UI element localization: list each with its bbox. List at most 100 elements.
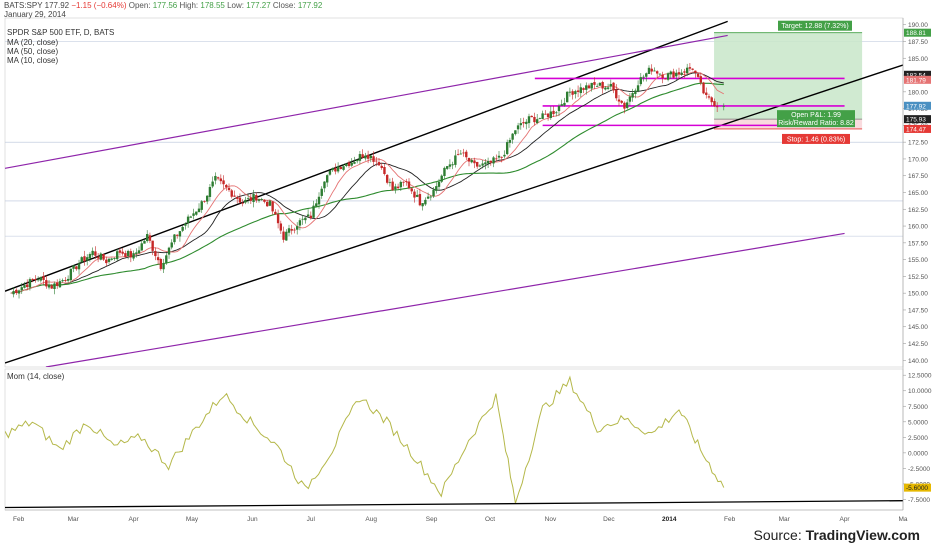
candle-body	[105, 259, 108, 264]
candle-body	[118, 250, 122, 253]
trend-channel-line	[5, 64, 903, 364]
target-zone	[714, 32, 863, 120]
x-tick-label: Apr	[129, 516, 140, 523]
candle-body	[557, 106, 561, 112]
candle-body	[445, 166, 449, 169]
candle-body	[440, 175, 443, 182]
candle-body	[255, 195, 258, 201]
y-tick-label: 165.00	[908, 190, 928, 197]
candle-body	[339, 166, 343, 169]
candle-body	[290, 229, 293, 231]
candle-body	[137, 250, 141, 254]
target-badge-text: Target: 12.88 (7.32%)	[781, 23, 848, 30]
candle-body	[219, 178, 223, 182]
candle-body	[391, 181, 394, 191]
price-tag	[904, 115, 931, 124]
candle-body	[385, 174, 389, 183]
candle-body	[625, 102, 629, 109]
y-tick-label: 160.00	[908, 224, 928, 231]
candle-body	[26, 284, 29, 288]
candle-body	[609, 83, 613, 87]
close-label: Close:	[272, 1, 296, 10]
candle-body	[50, 285, 53, 289]
candle-body	[377, 162, 381, 166]
candle-body	[42, 276, 45, 280]
candle-body	[268, 200, 272, 206]
ma50-legend[interactable]: MA (50, close)	[7, 47, 59, 56]
candle-body	[47, 284, 51, 288]
candle-body	[192, 213, 195, 216]
candle-body	[64, 280, 67, 282]
candle-body	[320, 188, 323, 196]
candle-body	[366, 154, 370, 159]
price-tag	[904, 101, 931, 110]
x-tick-label: Jul	[307, 516, 316, 523]
momentum-y-tick-label: 7.5000	[908, 404, 928, 411]
low-value: 177.27	[246, 1, 271, 10]
price-tag-label: 182.54	[906, 72, 926, 79]
candle-body	[61, 280, 64, 282]
candle-body	[345, 163, 348, 166]
candle-body	[246, 198, 250, 200]
source-credit[interactable]: Source: TradingView.com	[753, 527, 920, 543]
candle-body	[516, 125, 520, 130]
candle-body	[208, 186, 212, 197]
series-title[interactable]: SPDR S&P 500 ETF, D, BATS	[7, 28, 115, 37]
candle-body	[39, 277, 43, 281]
candle-body	[298, 220, 302, 226]
candle-body	[388, 182, 392, 184]
candle-body	[448, 164, 452, 167]
candle-body	[34, 279, 37, 280]
candle-body	[279, 223, 283, 231]
candle-body	[222, 180, 225, 185]
candle-body	[560, 104, 563, 106]
candle-body	[639, 77, 643, 85]
candle-body	[576, 90, 580, 92]
candle-body	[415, 194, 419, 197]
candle-body	[451, 164, 454, 166]
candle-body	[173, 234, 176, 243]
candle-body	[156, 257, 160, 261]
candle-body	[15, 289, 18, 294]
candle-body	[20, 287, 23, 291]
momentum-legend[interactable]: Mom (14, close)	[7, 372, 65, 381]
y-tick-label: 152.50	[908, 274, 928, 281]
candle-body	[244, 199, 247, 203]
candle-body	[661, 74, 664, 79]
candle-body	[530, 115, 533, 118]
candle-body	[413, 191, 416, 198]
pnl-badge	[777, 110, 855, 128]
candles	[12, 63, 725, 299]
x-tick-label: Aug	[365, 516, 377, 523]
candle-body	[301, 218, 304, 220]
candle-body	[549, 111, 553, 118]
y-tick-label: 187.50	[908, 39, 928, 46]
momentum-series	[5, 375, 725, 504]
momentum-y-tick-label: 10.0000	[908, 388, 932, 395]
candle-body	[186, 216, 190, 224]
y-tick-label: 162.50	[908, 207, 928, 214]
candle-body	[28, 279, 32, 288]
candle-body	[75, 266, 78, 270]
candle-body	[94, 251, 97, 256]
candle-body	[500, 156, 503, 158]
candle-body	[355, 159, 359, 162]
candle-body	[533, 116, 536, 123]
candle-body	[178, 231, 182, 237]
candle-body	[107, 258, 111, 262]
candle-body	[555, 112, 558, 114]
candle-body	[475, 161, 479, 167]
candle-body	[454, 155, 457, 165]
candle-body	[672, 71, 675, 78]
candle-body	[45, 280, 48, 287]
candle-body	[568, 91, 572, 93]
candle-body	[587, 85, 591, 89]
candle-body	[257, 199, 261, 201]
candle-body	[511, 133, 514, 140]
ma20-legend[interactable]: MA (20, close)	[7, 38, 59, 47]
ma10-legend[interactable]: MA (10, close)	[7, 56, 59, 65]
candle-body	[694, 70, 697, 73]
